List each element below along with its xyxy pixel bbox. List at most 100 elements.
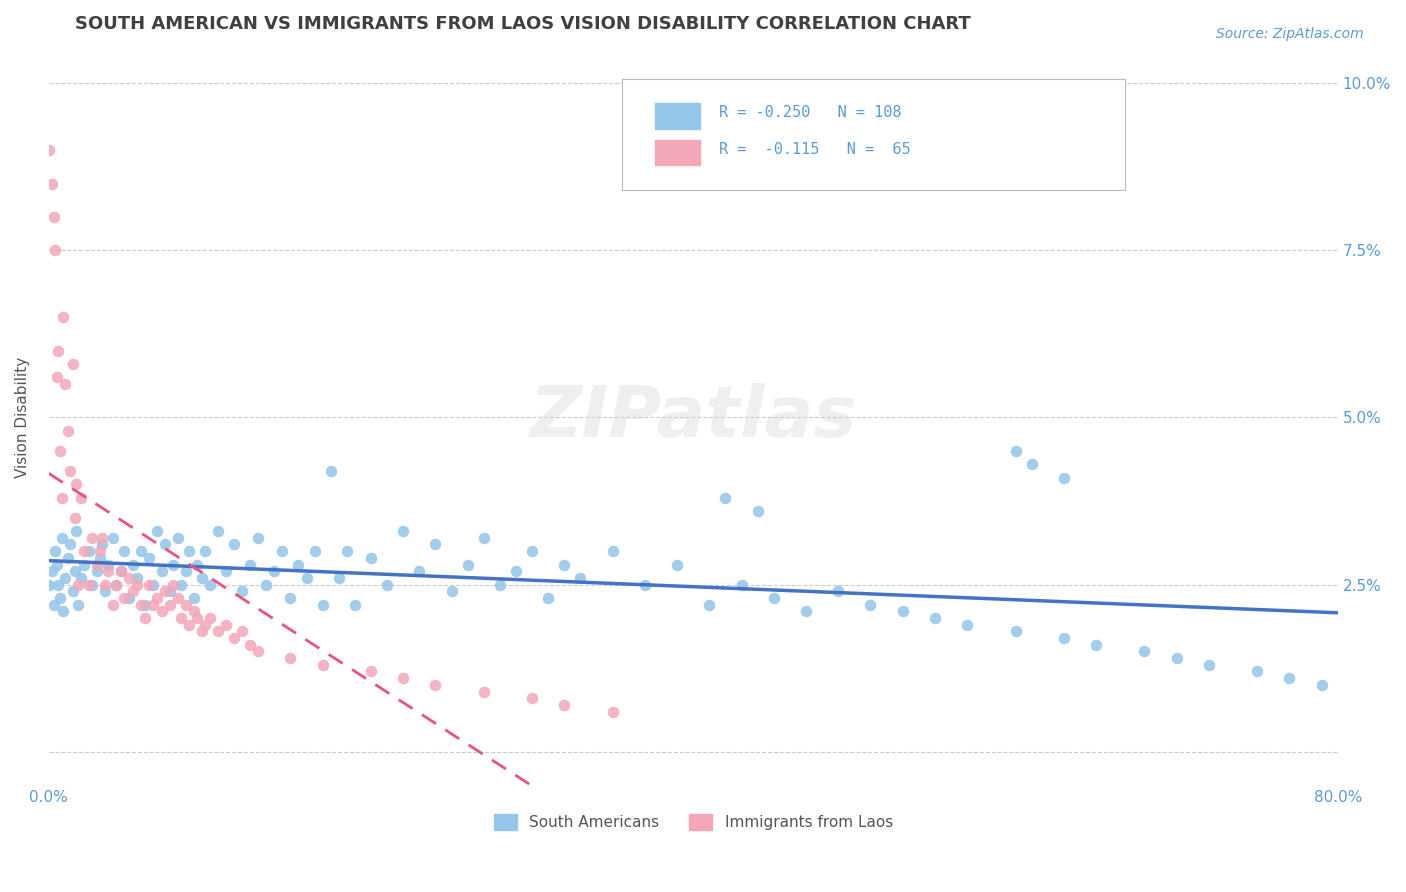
Point	[56, 550, 79, 565]
Point	[66, 598, 89, 612]
Point	[134, 611, 156, 625]
Point	[215, 564, 238, 578]
Point	[520, 544, 543, 558]
Point	[51, 491, 73, 505]
Point	[162, 577, 184, 591]
Point	[287, 558, 309, 572]
Point	[114, 544, 136, 558]
Point	[82, 577, 104, 591]
Point	[41, 177, 63, 191]
Point	[239, 638, 262, 652]
Point	[89, 544, 111, 558]
Point	[77, 577, 100, 591]
Point	[52, 310, 75, 325]
Bar	[655, 103, 700, 128]
Point	[129, 544, 152, 558]
Point	[1133, 644, 1156, 658]
Point	[198, 577, 221, 591]
Point	[121, 558, 143, 572]
Point	[472, 531, 495, 545]
Point	[699, 598, 721, 612]
Point	[121, 584, 143, 599]
Point	[859, 598, 882, 612]
Point	[295, 571, 318, 585]
Point	[247, 531, 270, 545]
Point	[360, 550, 382, 565]
Point	[138, 550, 160, 565]
Point	[730, 577, 752, 591]
Point	[794, 604, 817, 618]
Point	[1004, 443, 1026, 458]
Point	[62, 584, 84, 599]
Point	[134, 598, 156, 612]
Point	[319, 464, 342, 478]
Point	[1085, 638, 1108, 652]
Point	[440, 584, 463, 599]
Point	[634, 577, 657, 591]
Point	[118, 591, 141, 605]
Point	[553, 698, 575, 712]
Point	[186, 611, 208, 625]
Point	[153, 537, 176, 551]
Point	[142, 598, 165, 612]
Point	[162, 558, 184, 572]
Point	[891, 604, 914, 618]
Point	[103, 598, 125, 612]
Point	[174, 598, 197, 612]
Point	[336, 544, 359, 558]
Point	[145, 524, 167, 538]
Point	[52, 604, 75, 618]
Point	[1278, 671, 1301, 685]
Point	[41, 564, 63, 578]
Point	[48, 577, 70, 591]
Point	[38, 143, 60, 157]
Point	[110, 564, 132, 578]
Point	[762, 591, 785, 605]
Point	[392, 524, 415, 538]
Point	[49, 443, 72, 458]
Point	[94, 577, 117, 591]
Point	[537, 591, 560, 605]
Point	[42, 598, 65, 612]
Point	[153, 584, 176, 599]
Point	[59, 537, 82, 551]
Point	[48, 343, 70, 358]
Point	[159, 598, 181, 612]
Text: Source: ZipAtlas.com: Source: ZipAtlas.com	[1216, 27, 1364, 41]
Point	[105, 577, 128, 591]
Point	[553, 558, 575, 572]
Point	[1053, 631, 1076, 645]
Legend: South Americans, Immigrants from Laos: South Americans, Immigrants from Laos	[488, 808, 898, 837]
Point	[375, 577, 398, 591]
Point	[222, 537, 245, 551]
Point	[602, 705, 624, 719]
Point	[53, 571, 76, 585]
Point	[94, 584, 117, 599]
Point	[505, 564, 527, 578]
Point	[66, 577, 89, 591]
Point	[166, 531, 188, 545]
Point	[311, 657, 333, 672]
Point	[602, 544, 624, 558]
Point	[1166, 651, 1188, 665]
Point	[62, 357, 84, 371]
Point	[194, 617, 217, 632]
Point	[177, 544, 200, 558]
Point	[183, 591, 205, 605]
Point	[1246, 665, 1268, 679]
FancyBboxPatch shape	[623, 79, 1125, 189]
Point	[49, 591, 72, 605]
Point	[1021, 457, 1043, 471]
Point	[177, 617, 200, 632]
Point	[142, 577, 165, 591]
Point	[63, 510, 86, 524]
Point	[198, 611, 221, 625]
Point	[44, 244, 66, 258]
Point	[194, 544, 217, 558]
Point	[65, 524, 87, 538]
Point	[53, 377, 76, 392]
Point	[231, 584, 253, 599]
Point	[73, 558, 96, 572]
Bar	[655, 139, 700, 165]
Point	[150, 604, 173, 618]
